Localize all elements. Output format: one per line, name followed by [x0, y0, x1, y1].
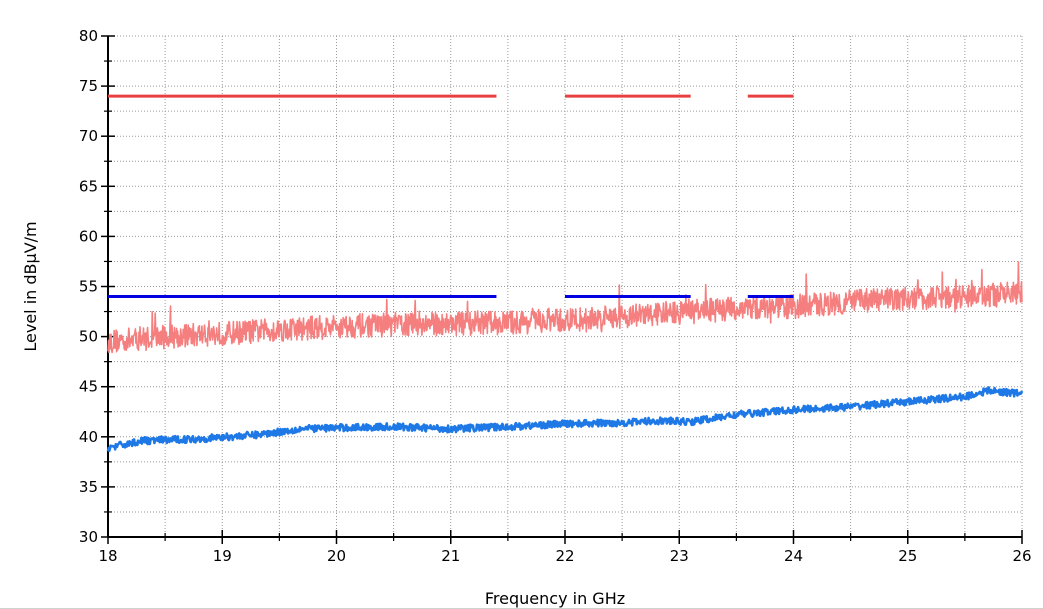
y-tick-label: 45	[79, 378, 98, 396]
y-tick-label: 80	[79, 27, 98, 45]
tick-marks	[101, 35, 1023, 544]
limit-lines	[108, 94, 794, 299]
series-traces	[106, 261, 1024, 453]
x-axis-title: Frequency in GHz	[485, 589, 625, 608]
x-tick-label: 20	[327, 547, 346, 565]
y-tick-label: 75	[79, 77, 98, 95]
x-tick-label: 19	[213, 547, 232, 565]
y-tick-label: 70	[79, 127, 98, 145]
x-tick-label: 25	[898, 547, 917, 565]
y-tick-label: 50	[79, 328, 98, 346]
y-tick-label: 65	[79, 177, 98, 195]
x-tick-label: 21	[441, 547, 460, 565]
x-tick-label: 23	[670, 547, 689, 565]
x-tick-label: 24	[784, 547, 803, 565]
y-tick-label: 35	[79, 478, 98, 496]
peak-trace	[107, 261, 1023, 354]
x-tick-label: 18	[98, 547, 117, 565]
y-tick-label: 40	[79, 428, 98, 446]
x-tick-label: 26	[1012, 547, 1031, 565]
x-tick-label: 22	[555, 547, 574, 565]
y-tick-label: 55	[79, 278, 98, 296]
x-tick-labels: 18 19 20 21 22 23 24 25 26	[98, 547, 1031, 565]
average-trace	[106, 386, 1024, 453]
grid	[107, 35, 1023, 538]
y-tick-label: 30	[79, 528, 98, 546]
y-tick-label: 60	[79, 227, 98, 245]
y-tick-labels: 30 35 40 45 50 55 60 65 70 75 80	[79, 27, 98, 546]
y-axis-title: Level in dBµV/m	[21, 221, 40, 351]
